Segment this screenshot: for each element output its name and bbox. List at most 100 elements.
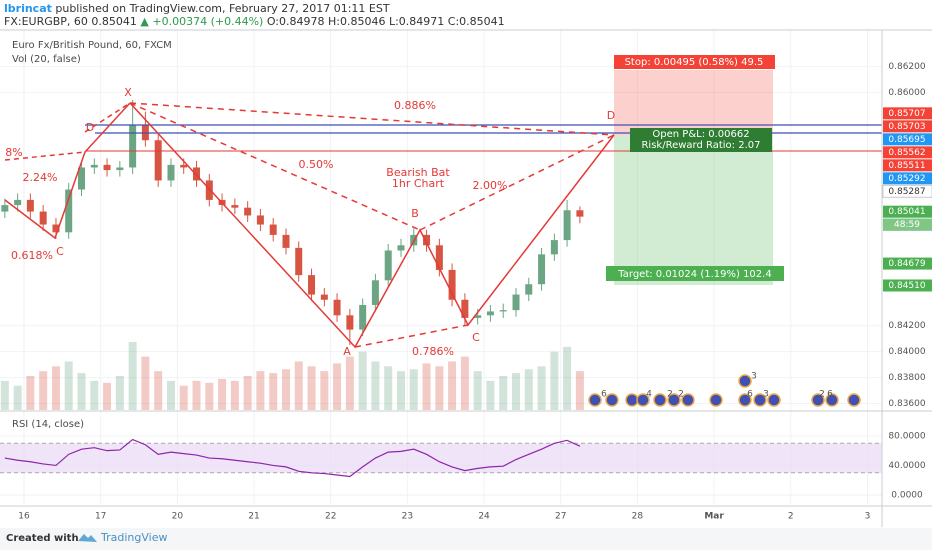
countdown-bg: [883, 218, 932, 231]
x-tick-label: 23: [402, 512, 413, 522]
candle-body: [65, 189, 73, 233]
volume-bar: [51, 366, 60, 410]
candle-body: [538, 254, 546, 285]
annotation: 0.886%: [394, 99, 436, 112]
volume-bar: [512, 373, 521, 410]
events: 6 4 2 2 6 332 6: [588, 372, 861, 407]
x-tick-label: Mar: [704, 512, 724, 522]
candle-body: [78, 167, 86, 190]
price-label: 0.85041: [888, 207, 925, 217]
price-label-bg: [883, 120, 932, 133]
axes: 16 17 20 21 22 23 24 27 28 Mar 2 30.862000.860000.8…: [18, 62, 932, 522]
volume-bar: [422, 363, 431, 410]
volume-bar: [39, 371, 48, 410]
pattern-ratio: [129, 102, 615, 136]
price-label-bg: [883, 279, 932, 292]
x-tick-label: 24: [478, 512, 490, 522]
x-tick-label: 17: [95, 512, 106, 522]
event-icon: [681, 393, 695, 407]
volume-bar: [499, 376, 508, 410]
candle-body: [154, 140, 162, 181]
annotation: 0.786%: [412, 345, 454, 358]
pattern-ratio: [129, 102, 421, 231]
price-label-bg: [882, 184, 932, 198]
pattern-ratio: [419, 134, 615, 231]
volume-bar: [90, 380, 99, 410]
candle-body: [333, 299, 341, 316]
countdown: 48:59: [894, 220, 920, 230]
volume-bar: [345, 356, 354, 410]
target-label: Target: 0.01024 (1.19%) 102.4: [617, 269, 771, 280]
candle-body: [193, 167, 201, 181]
volume-bar: [77, 373, 86, 410]
annotation: D: [607, 109, 615, 122]
volume-bar: [486, 380, 495, 410]
volume-bar: [358, 351, 367, 410]
candle-body: [90, 164, 98, 168]
candle-body: [116, 167, 124, 171]
price-label: 0.84510: [888, 281, 925, 291]
volume-bar: [0, 380, 9, 410]
volume-bar: [384, 366, 393, 410]
candle-body: [231, 205, 239, 208]
volume-bar: [448, 361, 457, 410]
candle-body: [576, 210, 584, 217]
position-tool: [614, 70, 773, 285]
volume-bar: [13, 385, 22, 410]
volume-bar: [435, 366, 444, 410]
y-tick-label: 0.83600: [888, 399, 925, 409]
volume: [0, 342, 584, 410]
candle-body: [244, 207, 252, 216]
candle-body: [384, 250, 392, 281]
y-tick-label: 0.84200: [888, 321, 925, 331]
target-label-bg: [606, 266, 784, 281]
candle-body: [499, 310, 507, 312]
annotation: 0.618%: [11, 249, 53, 262]
annotation: X: [124, 86, 132, 99]
price-label-bg: [883, 205, 932, 218]
x-tick-label: 21: [248, 512, 259, 522]
event-count: 6: [827, 390, 833, 400]
annotation: B: [411, 207, 419, 220]
event-icon: [653, 393, 667, 407]
candle-body: [550, 240, 558, 255]
candle-body: [512, 294, 520, 311]
logo: [78, 534, 97, 542]
candle-body: [269, 224, 277, 235]
candle-body: [448, 269, 456, 300]
event-count: 3: [751, 372, 757, 382]
stop-zone: [614, 70, 773, 135]
annotation: 2.00%: [473, 179, 508, 192]
y-tick-label: 0.86000: [888, 88, 925, 98]
candle-body: [461, 299, 469, 318]
candle-body: [346, 315, 354, 330]
candle-body: [129, 124, 137, 168]
volume-bar: [243, 376, 252, 410]
y-tick-label: 0.83800: [888, 373, 925, 383]
volume-bar: [103, 382, 112, 410]
candle-body: [371, 280, 379, 305]
price-label: 0.85562: [888, 148, 925, 158]
volume-bar: [282, 369, 291, 410]
price-label-bg: [883, 172, 932, 185]
volume-bar: [269, 373, 278, 410]
rsi-tick-label: 80.0000: [888, 431, 925, 441]
stop-label-bg: [614, 55, 775, 69]
volume-bar: [26, 376, 35, 410]
volume-bar: [128, 342, 137, 410]
price-label-bg: [883, 133, 932, 146]
volume-bar: [154, 371, 163, 410]
candle-body: [167, 164, 175, 181]
rsi-line: [4, 438, 581, 478]
volume-bar: [294, 361, 303, 410]
volume-bar: [409, 369, 418, 410]
volume-bar: [64, 361, 73, 410]
event-icon: [847, 393, 861, 407]
volume-bar: [218, 378, 227, 410]
event-count: 6: [747, 390, 753, 400]
annotation: 1hr Chart: [392, 177, 445, 190]
candle-body: [52, 224, 60, 233]
volume-bar: [230, 380, 239, 410]
